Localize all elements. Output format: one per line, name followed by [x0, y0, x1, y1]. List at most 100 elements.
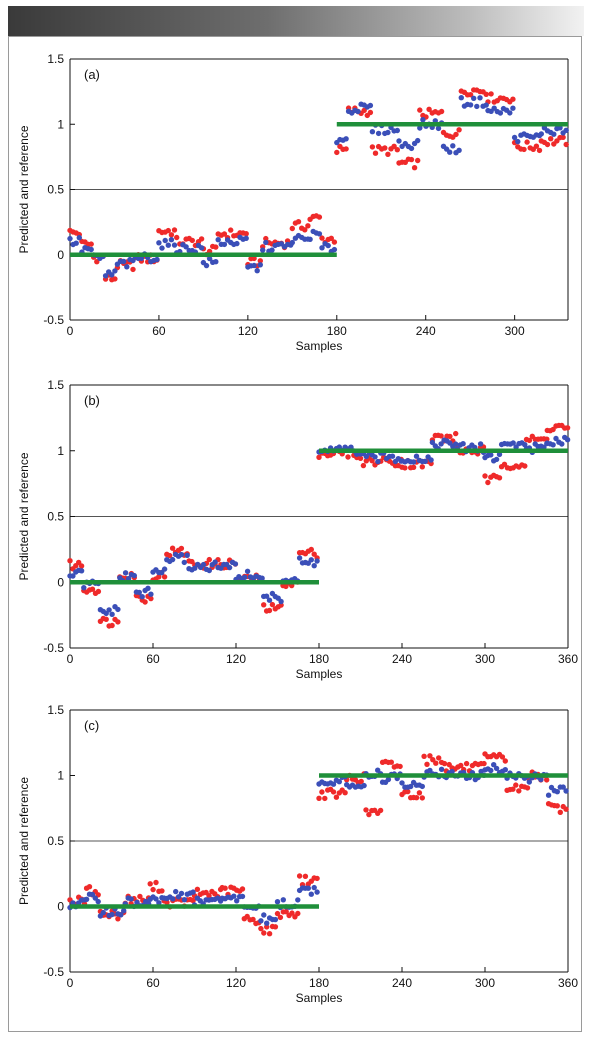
data-point — [95, 898, 101, 905]
data-point — [554, 789, 560, 795]
chart-panel-b: -0.500.511.50 60 120 180 240 300 360SamplesPre… — [17, 378, 578, 681]
data-point — [167, 552, 173, 559]
data-point — [538, 131, 544, 137]
data-point — [358, 778, 364, 785]
data-point — [81, 585, 87, 591]
data-point — [516, 788, 522, 794]
data-point — [526, 437, 533, 444]
data-point — [410, 464, 417, 470]
data-point — [499, 754, 506, 760]
data-point — [408, 156, 415, 163]
data-point — [121, 908, 127, 914]
data-point — [408, 145, 415, 152]
data-point — [145, 585, 151, 591]
data-point — [415, 137, 421, 144]
data-point — [130, 257, 136, 264]
x-axis-title: Samples — [296, 667, 343, 681]
data-point — [295, 219, 302, 225]
data-point — [242, 574, 248, 580]
data-point — [150, 886, 156, 893]
x-tick-label: 180 — [327, 324, 347, 338]
data-point — [109, 611, 115, 617]
data-point — [206, 556, 212, 563]
data-point — [375, 458, 381, 465]
data-point — [295, 910, 301, 917]
data-point — [165, 242, 171, 248]
data-point — [154, 256, 160, 263]
data-point — [325, 242, 331, 249]
data-point — [67, 235, 73, 242]
data-point — [258, 925, 264, 932]
data-point — [460, 441, 466, 447]
data-point — [307, 236, 313, 242]
data-point — [86, 884, 93, 890]
data-point — [427, 753, 433, 759]
data-point — [369, 129, 376, 135]
data-point — [164, 899, 170, 906]
data-point — [190, 897, 196, 904]
data-point — [153, 879, 159, 886]
data-point — [283, 909, 289, 915]
data-point — [257, 262, 263, 268]
data-point — [88, 246, 94, 253]
data-point — [334, 149, 340, 156]
data-point — [139, 594, 145, 600]
data-point — [289, 910, 295, 916]
data-point — [463, 760, 470, 767]
data-point — [493, 765, 500, 772]
data-point — [314, 875, 320, 882]
y-tick-label: 0 — [57, 575, 64, 589]
data-point — [438, 441, 444, 447]
data-point — [89, 586, 96, 592]
panel-label: (a) — [84, 67, 100, 82]
data-point — [483, 102, 489, 108]
data-point — [551, 131, 557, 137]
data-point — [467, 92, 474, 98]
data-point — [345, 454, 351, 460]
data-point — [316, 454, 322, 460]
data-point — [251, 255, 257, 262]
y-tick-label: 0 — [57, 900, 64, 914]
figure-frame — [8, 36, 582, 1032]
data-point — [289, 239, 295, 246]
data-point — [510, 96, 516, 102]
data-point — [394, 127, 400, 134]
data-point — [311, 884, 317, 891]
data-point — [174, 234, 180, 241]
data-point — [272, 916, 279, 923]
data-point — [330, 789, 337, 795]
y-axis-title: Predicted and reference — [17, 452, 31, 580]
data-point — [319, 245, 325, 251]
data-point — [474, 103, 480, 110]
data-point — [511, 134, 518, 141]
data-point — [458, 762, 464, 769]
data-point — [228, 227, 234, 233]
data-point — [189, 237, 195, 244]
x-tick-label: 300 — [505, 324, 525, 338]
data-point — [497, 110, 504, 116]
x-tick-label: 0 — [67, 976, 74, 990]
data-point — [159, 888, 165, 894]
data-point — [226, 564, 233, 571]
data-point — [560, 134, 566, 140]
data-point — [477, 441, 484, 447]
data-point — [258, 918, 264, 924]
data-point — [417, 125, 423, 131]
data-point — [215, 237, 221, 243]
data-point — [515, 138, 521, 145]
data-point — [483, 91, 489, 98]
x-tick-label: 120 — [238, 324, 258, 338]
data-point — [328, 235, 334, 241]
data-point — [367, 109, 374, 116]
y-tick-label: 0.5 — [47, 834, 64, 848]
data-point — [124, 264, 130, 270]
data-point — [206, 255, 213, 262]
data-point — [232, 561, 239, 567]
data-point — [550, 442, 556, 448]
data-point — [447, 433, 453, 440]
data-point — [507, 110, 513, 116]
data-point — [417, 107, 423, 113]
data-point — [168, 232, 175, 238]
data-point — [447, 149, 453, 155]
data-point — [296, 873, 303, 879]
